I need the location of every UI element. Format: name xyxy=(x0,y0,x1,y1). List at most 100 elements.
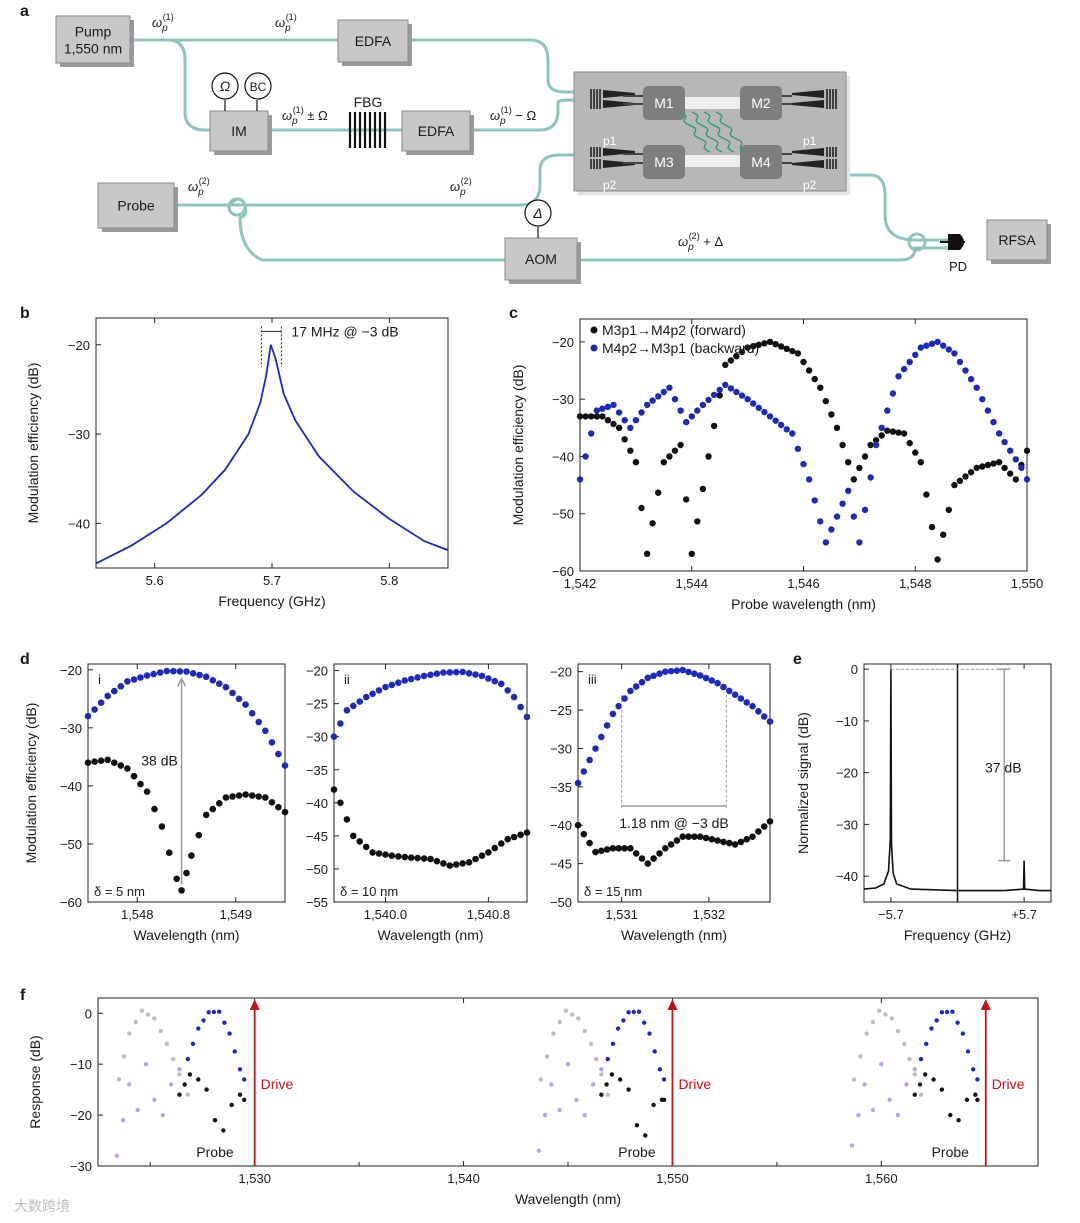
fiber-probe-chip xyxy=(173,153,592,207)
lightblue-point xyxy=(557,1107,562,1113)
gray-point xyxy=(576,1016,581,1021)
gray-point xyxy=(121,1054,127,1059)
x-tick-label: 1,548 xyxy=(899,576,932,591)
blue-point xyxy=(459,668,467,676)
blue-point xyxy=(395,679,402,686)
blue-point xyxy=(262,727,269,735)
black-point xyxy=(188,852,195,859)
black-point xyxy=(130,772,138,780)
spectrum-line xyxy=(863,669,1051,892)
blue-point xyxy=(955,1020,960,1025)
forward-point xyxy=(610,420,617,428)
drive-label: Drive xyxy=(261,1076,294,1092)
gray-point xyxy=(127,1031,132,1036)
blue-point xyxy=(275,750,282,758)
blue-point xyxy=(255,718,262,726)
black-point xyxy=(330,786,338,793)
backward-point xyxy=(1012,456,1019,463)
blue-point xyxy=(104,692,111,700)
chip xyxy=(573,71,847,192)
blue-point xyxy=(731,691,739,698)
blue-point xyxy=(638,678,646,686)
forward-point xyxy=(1023,447,1031,454)
x-tick-label: 1,531 xyxy=(605,907,638,922)
y-axis-label: Modulation efficiency (dB) xyxy=(510,365,526,526)
gray-point xyxy=(538,1077,543,1082)
blue-point xyxy=(407,675,415,683)
black-point xyxy=(644,860,652,867)
backward-point xyxy=(872,441,880,449)
y-tick-label: −20 xyxy=(550,665,572,680)
black-point xyxy=(209,805,217,813)
backward-point xyxy=(638,409,645,416)
grating-right-2 xyxy=(792,147,837,157)
blue-point xyxy=(217,1009,222,1014)
forward-point xyxy=(716,392,723,399)
black-point xyxy=(173,875,180,883)
black-point xyxy=(446,862,454,869)
backward-point xyxy=(599,405,606,412)
module-m2-label: M2 xyxy=(751,95,771,111)
probe-box-label: Probe xyxy=(117,198,155,214)
y-tick-label: −50 xyxy=(550,895,572,910)
forward-point xyxy=(850,476,857,483)
lightblue-point xyxy=(599,1067,604,1072)
blue-point xyxy=(609,710,617,718)
black-point xyxy=(615,845,622,852)
gray-point xyxy=(599,1072,604,1077)
backward-point xyxy=(805,476,813,483)
black-point xyxy=(407,854,415,861)
black-point xyxy=(187,1072,193,1077)
gray-point xyxy=(605,1092,610,1097)
blue-point xyxy=(650,672,657,680)
lightblue-point xyxy=(574,1097,579,1103)
blue-point xyxy=(610,1041,616,1047)
gray-point xyxy=(858,1054,863,1059)
grating-left-1 xyxy=(590,99,635,109)
forward-point xyxy=(615,424,623,431)
gray-point xyxy=(171,1056,176,1062)
black-point xyxy=(702,834,710,842)
y-tick-label: −30 xyxy=(306,730,328,745)
im-box-label: IM xyxy=(231,123,247,139)
plot-frame xyxy=(95,317,449,569)
gray-point xyxy=(594,1056,599,1062)
backward-point xyxy=(839,500,846,507)
backward-point xyxy=(800,460,807,468)
grating-right-3 xyxy=(792,159,837,169)
backward-point xyxy=(576,476,584,483)
blue-point xyxy=(124,678,131,685)
x-tick-label: 1,550 xyxy=(1011,576,1044,591)
gray-point xyxy=(895,1028,901,1034)
forward-point xyxy=(1007,470,1014,477)
blue-point xyxy=(202,673,210,681)
legend-forward: M3p1→M4p2 (forward) xyxy=(602,322,746,338)
backward-point xyxy=(822,539,830,546)
backward-point xyxy=(867,474,874,481)
backward-point xyxy=(928,340,936,347)
y-tick-label: −50 xyxy=(60,837,82,852)
blue-point xyxy=(414,674,421,681)
black-point xyxy=(574,821,582,829)
port-p2-left: p2 xyxy=(603,178,617,192)
blue-point xyxy=(111,687,118,695)
blue-point xyxy=(657,1067,663,1072)
lightblue-point xyxy=(887,1097,892,1103)
x-tick-label: 1,530 xyxy=(238,1171,271,1186)
forward-point xyxy=(889,428,897,435)
omega-p1-label-2: ωp(1) xyxy=(275,12,297,34)
gray-point xyxy=(116,1077,122,1082)
backward-point xyxy=(789,430,796,437)
black-point xyxy=(337,799,344,807)
y-tick-label: −35 xyxy=(550,780,572,795)
phonon-wave xyxy=(715,111,747,153)
drive-label: Drive xyxy=(678,1076,711,1092)
black-point xyxy=(586,839,593,847)
black-point xyxy=(202,811,210,819)
y-tick-label: −60 xyxy=(552,564,574,579)
fiber-pump-im xyxy=(166,38,214,132)
forward-point xyxy=(973,464,980,472)
x-axis-label: Wavelength (nm) xyxy=(133,927,239,943)
black-point xyxy=(714,837,721,844)
